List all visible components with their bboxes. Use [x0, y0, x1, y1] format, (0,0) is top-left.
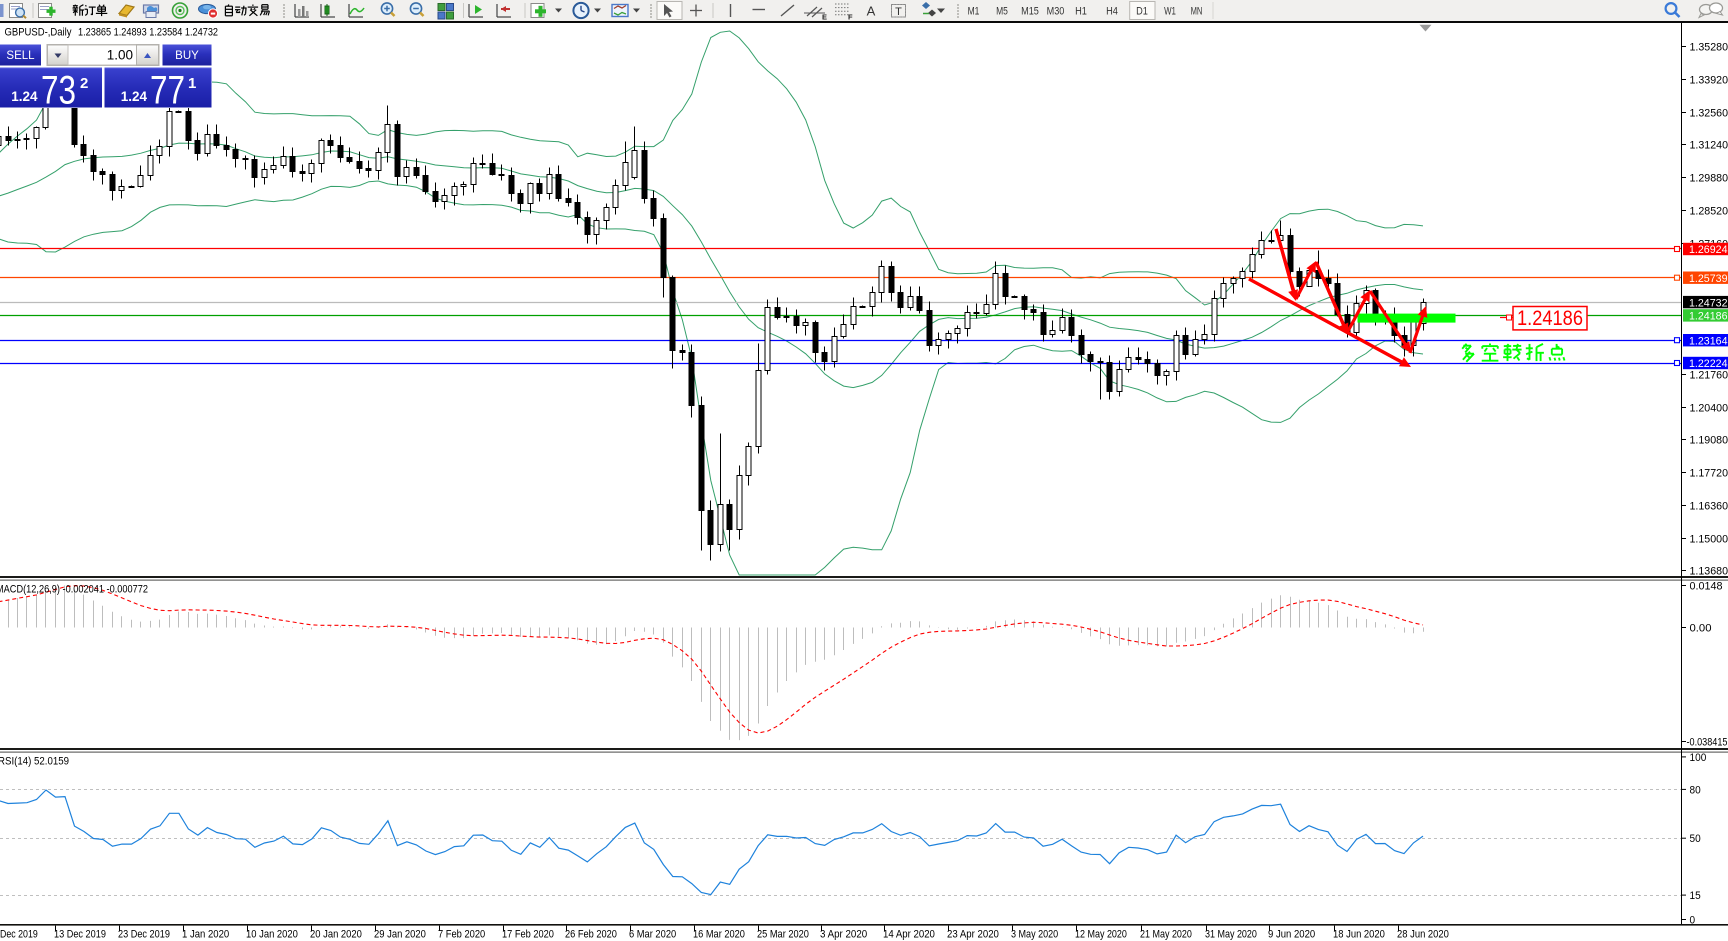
svg-text:15: 15 — [1690, 890, 1701, 902]
svg-text:1.28520: 1.28520 — [1690, 206, 1728, 218]
svg-text:29 Jan 2020: 29 Jan 2020 — [374, 929, 426, 941]
svg-text:H1: H1 — [1075, 6, 1087, 18]
svg-text:17 Feb 2020: 17 Feb 2020 — [502, 929, 554, 941]
svg-text:1.32560: 1.32560 — [1690, 108, 1728, 120]
svg-text:1.29880: 1.29880 — [1690, 173, 1728, 185]
svg-text:SELL: SELL — [6, 50, 35, 62]
svg-text:28 Jun 2020: 28 Jun 2020 — [1397, 929, 1449, 941]
svg-text:1.33920: 1.33920 — [1690, 75, 1728, 87]
svg-text:20 Jan 2020: 20 Jan 2020 — [310, 929, 362, 941]
svg-text:16 Mar 2020: 16 Mar 2020 — [693, 929, 745, 941]
svg-text:80: 80 — [1690, 784, 1701, 796]
svg-text:BUY: BUY — [175, 50, 199, 62]
svg-text:3 Apr 2020: 3 Apr 2020 — [820, 929, 867, 941]
svg-text:1.20400: 1.20400 — [1690, 403, 1728, 415]
svg-text:9 Jun 2020: 9 Jun 2020 — [1268, 929, 1315, 941]
svg-text:1.24: 1.24 — [11, 89, 38, 104]
svg-text:E: E — [822, 13, 827, 22]
svg-text:23 Apr 2020: 23 Apr 2020 — [947, 929, 999, 941]
svg-text:1.23865 1.24893 1.23584 1.2473: 1.23865 1.24893 1.23584 1.24732 — [78, 27, 218, 39]
svg-text:M5: M5 — [996, 6, 1008, 18]
svg-text:1.19080: 1.19080 — [1690, 435, 1728, 447]
svg-text:1.24: 1.24 — [121, 89, 148, 104]
svg-text:31 May 2020: 31 May 2020 — [1205, 929, 1257, 941]
svg-text:1.00: 1.00 — [107, 47, 133, 62]
svg-text:F: F — [848, 13, 853, 22]
svg-text:10 Jan 2020: 10 Jan 2020 — [246, 929, 298, 941]
svg-text:23 Dec 2019: 23 Dec 2019 — [118, 929, 170, 941]
svg-text:1.24186: 1.24186 — [1689, 311, 1728, 323]
svg-text:W1: W1 — [1164, 6, 1176, 18]
svg-text:1.25739: 1.25739 — [1689, 273, 1728, 285]
svg-text:RSI(14) 52.0159: RSI(14) 52.0159 — [0, 756, 69, 768]
svg-text:M1: M1 — [968, 6, 980, 18]
svg-text:6 Mar 2020: 6 Mar 2020 — [629, 929, 676, 941]
svg-text:H4: H4 — [1106, 6, 1118, 18]
svg-text:73: 73 — [41, 69, 76, 113]
svg-text:1.26924: 1.26924 — [1689, 244, 1728, 256]
svg-text:-0.038415: -0.038415 — [1687, 737, 1728, 749]
svg-text:1.31240: 1.31240 — [1690, 140, 1728, 152]
svg-text:Dec 2019: Dec 2019 — [0, 929, 38, 941]
svg-text:MACD(12,26,9) -0.002041 -0.000: MACD(12,26,9) -0.002041 -0.000772 — [0, 584, 148, 596]
svg-text:21 May 2020: 21 May 2020 — [1140, 929, 1192, 941]
svg-text:0.00: 0.00 — [1690, 623, 1712, 635]
svg-text:1.13680: 1.13680 — [1690, 566, 1728, 578]
svg-text:1: 1 — [188, 75, 196, 92]
svg-text:1.17720: 1.17720 — [1690, 468, 1728, 480]
svg-text:1.15000: 1.15000 — [1690, 534, 1728, 546]
svg-text:D1: D1 — [1136, 6, 1148, 18]
svg-text:0: 0 — [1690, 915, 1696, 927]
svg-text:50: 50 — [1690, 833, 1701, 845]
svg-text:0.0148: 0.0148 — [1690, 581, 1723, 593]
svg-text:18 Jun 2020: 18 Jun 2020 — [1333, 929, 1385, 941]
svg-text:T: T — [895, 6, 902, 18]
svg-text:26 Feb 2020: 26 Feb 2020 — [565, 929, 617, 941]
svg-text:1.35280: 1.35280 — [1690, 42, 1728, 54]
svg-text:1.23164: 1.23164 — [1689, 335, 1728, 347]
svg-text:25 Mar 2020: 25 Mar 2020 — [757, 929, 809, 941]
svg-text:1.22224: 1.22224 — [1689, 358, 1728, 370]
svg-text:7 Feb 2020: 7 Feb 2020 — [438, 929, 485, 941]
svg-text:100: 100 — [1690, 752, 1707, 764]
svg-text:3 May 2020: 3 May 2020 — [1011, 929, 1058, 941]
svg-text:M30: M30 — [1047, 6, 1065, 18]
svg-text:2: 2 — [80, 75, 88, 92]
svg-text:1 Jan 2020: 1 Jan 2020 — [182, 929, 229, 941]
svg-text:12 May 2020: 12 May 2020 — [1075, 929, 1127, 941]
svg-text:14 Apr 2020: 14 Apr 2020 — [883, 929, 935, 941]
svg-text:A: A — [867, 4, 876, 19]
svg-text:M15: M15 — [1021, 6, 1039, 18]
svg-text:1.21760: 1.21760 — [1690, 370, 1728, 382]
svg-text:1.24732: 1.24732 — [1689, 297, 1728, 309]
svg-text:1.16360: 1.16360 — [1690, 501, 1728, 513]
svg-text:77: 77 — [150, 69, 185, 113]
svg-text:GBPUSD-,Daily: GBPUSD-,Daily — [5, 27, 72, 39]
svg-text:1.24186: 1.24186 — [1517, 307, 1583, 330]
svg-text:MN: MN — [1191, 6, 1203, 18]
svg-text:13 Dec 2019: 13 Dec 2019 — [54, 929, 106, 941]
